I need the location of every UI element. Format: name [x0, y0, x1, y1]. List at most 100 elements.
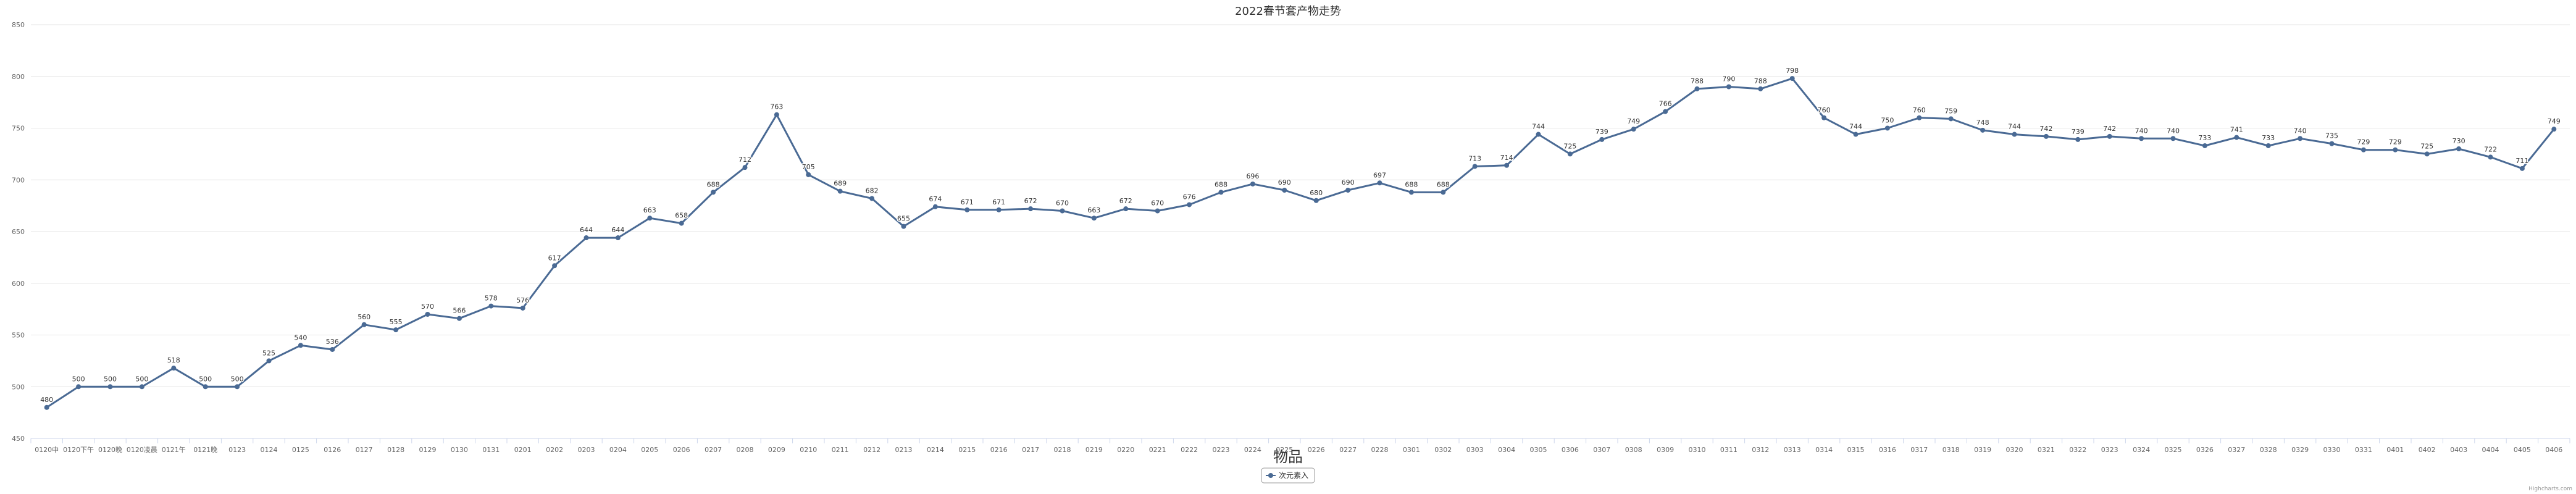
data-point[interactable] — [2265, 143, 2271, 148]
data-point[interactable] — [1948, 116, 1954, 122]
data-label: 663 — [1087, 206, 1100, 214]
legend-box — [1261, 467, 1315, 484]
data-point[interactable] — [806, 172, 811, 177]
data-point[interactable] — [1917, 115, 1922, 120]
data-point[interactable] — [44, 404, 49, 410]
data-point[interactable] — [1567, 151, 1573, 157]
data-point[interactable] — [2043, 133, 2049, 139]
data-point[interactable] — [742, 165, 748, 170]
data-point[interactable] — [425, 312, 430, 317]
data-point[interactable] — [2170, 136, 2176, 141]
data-point[interactable] — [647, 216, 653, 221]
legend-item[interactable]: 次元素入 — [1261, 467, 1315, 484]
data-point[interactable] — [203, 384, 208, 390]
data-point[interactable] — [2424, 151, 2430, 157]
data-point[interactable] — [1123, 206, 1129, 212]
data-point[interactable] — [1282, 188, 1287, 193]
data-point[interactable] — [1726, 84, 1731, 90]
credits-link[interactable]: Highcharts.com — [2528, 486, 2572, 492]
data-point[interactable] — [1028, 206, 1034, 212]
chart-title: 2022春节套产物走势 — [1235, 5, 1341, 18]
data-point[interactable] — [139, 384, 144, 390]
x-tick-label: 0312 — [1752, 446, 1769, 454]
data-point[interactable] — [679, 220, 684, 226]
data-point[interactable] — [2393, 147, 2398, 153]
data-point[interactable] — [1821, 115, 1827, 120]
data-point[interactable] — [1504, 162, 1510, 168]
data-point[interactable] — [615, 235, 621, 241]
data-point[interactable] — [964, 207, 970, 212]
data-point[interactable] — [2329, 141, 2335, 146]
data-label: 729 — [2357, 138, 2370, 146]
data-label: 480 — [40, 396, 53, 404]
data-point[interactable] — [932, 204, 938, 209]
data-point[interactable] — [2551, 127, 2557, 132]
data-point[interactable] — [869, 196, 875, 201]
x-tick-label: 0206 — [673, 446, 690, 454]
data-point[interactable] — [1091, 216, 1097, 221]
data-point[interactable] — [1472, 164, 1478, 169]
data-point[interactable] — [2234, 135, 2239, 140]
data-point[interactable] — [1155, 208, 1160, 214]
data-point[interactable] — [2456, 146, 2462, 151]
data-point[interactable] — [1441, 190, 1446, 195]
data-point[interactable] — [1313, 198, 1319, 203]
data-point[interactable] — [235, 384, 240, 390]
data-point[interactable] — [1250, 181, 1255, 186]
data-point[interactable] — [996, 207, 1002, 212]
data-point[interactable] — [1789, 76, 1795, 82]
data-label: 744 — [1849, 123, 1862, 131]
data-point[interactable] — [1187, 202, 1192, 207]
data-point[interactable] — [2298, 136, 2303, 141]
data-point[interactable] — [2107, 133, 2112, 139]
data-point[interactable] — [361, 322, 367, 327]
data-point[interactable] — [2139, 136, 2144, 141]
data-point[interactable] — [2361, 147, 2366, 153]
data-point[interactable] — [456, 316, 462, 321]
data-point[interactable] — [1694, 86, 1700, 91]
data-point[interactable] — [1631, 127, 1636, 132]
data-point[interactable] — [552, 263, 558, 269]
data-point[interactable] — [1853, 132, 1859, 137]
data-point[interactable] — [330, 346, 335, 352]
data-point[interactable] — [1218, 190, 1224, 195]
data-point[interactable] — [488, 303, 494, 309]
data-point[interactable] — [1408, 190, 1414, 195]
data-point[interactable] — [1599, 136, 1605, 142]
data-point[interactable] — [1060, 208, 1065, 214]
data-point[interactable] — [2075, 136, 2081, 142]
data-point[interactable] — [1536, 132, 1541, 137]
data-point[interactable] — [2012, 132, 2017, 137]
data-point[interactable] — [711, 190, 716, 195]
data-point[interactable] — [1758, 86, 1763, 91]
data-point[interactable] — [171, 366, 177, 371]
x-tick-label: 0201 — [514, 446, 532, 454]
x-tick-label: 0215 — [958, 446, 976, 454]
data-point[interactable] — [393, 327, 399, 333]
data-point[interactable] — [1377, 180, 1382, 186]
data-point[interactable] — [2202, 143, 2207, 148]
data-point[interactable] — [837, 188, 843, 194]
data-point[interactable] — [266, 358, 272, 364]
data-point[interactable] — [2519, 165, 2525, 171]
data-point[interactable] — [901, 224, 906, 229]
legend-marker-icon — [1268, 473, 1273, 478]
data-point[interactable] — [107, 384, 113, 390]
data-point[interactable] — [1345, 188, 1351, 193]
data-point[interactable] — [1884, 125, 1890, 131]
data-point[interactable] — [520, 305, 525, 311]
data-label: 644 — [611, 226, 624, 234]
x-tick-label: 0303 — [1466, 446, 1484, 454]
data-label: 790 — [1722, 75, 1735, 83]
x-tick-label: 0131 — [482, 446, 500, 454]
x-tick-label: 0204 — [609, 446, 627, 454]
data-point[interactable] — [2488, 154, 2493, 160]
data-label: 500 — [135, 375, 148, 383]
data-point[interactable] — [774, 112, 779, 117]
data-point[interactable] — [298, 343, 303, 348]
data-point[interactable] — [583, 235, 589, 241]
data-point[interactable] — [1663, 109, 1668, 114]
data-point[interactable] — [76, 384, 82, 390]
x-tick-label: 0325 — [2165, 446, 2182, 454]
data-point[interactable] — [1980, 127, 1986, 133]
